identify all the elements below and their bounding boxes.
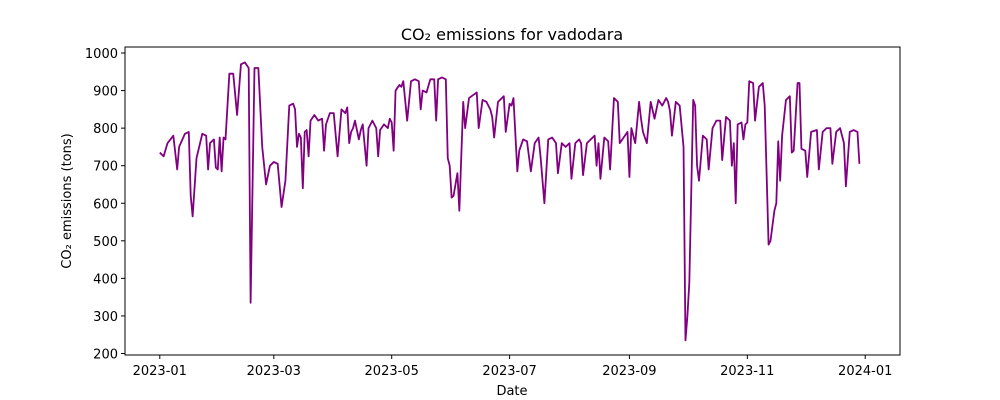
y-tick-label: 600 (93, 197, 118, 212)
plot-frame (124, 46, 901, 356)
y-tick-label: 1000 (85, 47, 118, 62)
y-tick-label: 400 (93, 272, 118, 287)
y-tick-label: 500 (93, 235, 118, 250)
x-axis-label: Date (496, 384, 527, 399)
x-tick-label: 2023-09 (602, 364, 656, 379)
x-tick-label: 2023-03 (247, 364, 301, 379)
y-tick-label: 900 (93, 85, 118, 100)
x-tick-label: 2023-05 (365, 364, 419, 379)
y-tick-label: 300 (93, 310, 118, 325)
x-tick-label: 2023-11 (720, 364, 774, 379)
x-tick-label: 2024-01 (838, 364, 892, 379)
y-tick-label: 800 (93, 122, 118, 137)
data-line (159, 61, 861, 342)
y-tick-label: 700 (93, 160, 118, 175)
x-tick-label: 2023-01 (133, 364, 187, 379)
x-tick-label: 2023-07 (482, 364, 536, 379)
y-tick-label: 200 (93, 347, 118, 362)
chart-title: CO₂ emissions for vadodara (401, 25, 623, 44)
y-axis-label: CO₂ emissions (tons) (60, 133, 75, 268)
